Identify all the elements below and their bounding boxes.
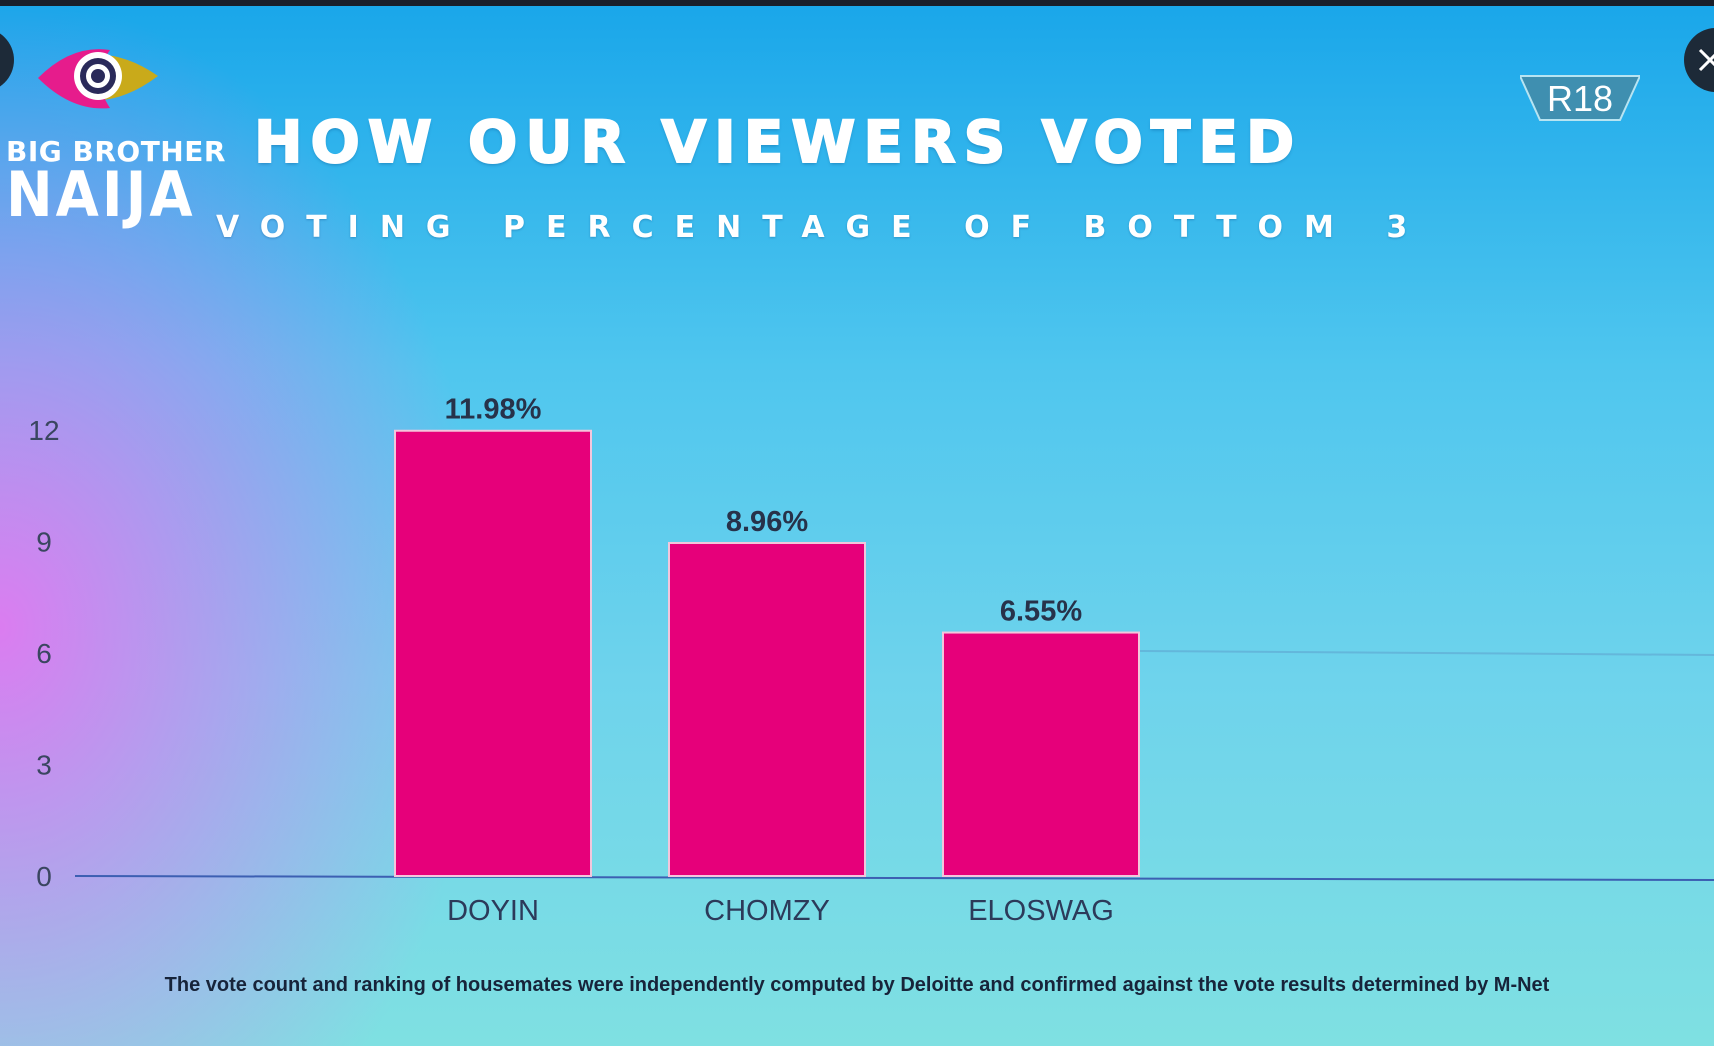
bbnaija-logo: BIG BROTHER NAIJA (6, 38, 225, 231)
y-tick-label: 12 (28, 415, 59, 446)
chart-subtitle: VOTING PERCENTAGE OF BOTTOM 3 (216, 210, 1429, 245)
data-label: 11.98% (445, 394, 542, 426)
rating-label: R18 (1546, 78, 1614, 119)
x-tick-label: CHOMZY (704, 895, 830, 927)
y-tick-label: 6 (36, 638, 52, 669)
logo-line1: BIG BROTHER (6, 135, 226, 168)
y-tick-label: 9 (36, 527, 52, 558)
bar (394, 429, 592, 877)
chart-title: HOW OUR VIEWERS VOTED (253, 107, 1303, 177)
logo-line2: NAIJA (6, 158, 196, 231)
y-tick-label: 3 (36, 750, 52, 781)
x-tick-label: ELOSWAG (968, 895, 1114, 927)
footnote: The vote count and ranking of housemates… (164, 974, 1550, 996)
bar (668, 541, 866, 878)
top-edge (0, 0, 1714, 6)
x-axis-line (74, 875, 1714, 881)
close-icon (1698, 48, 1714, 72)
rating-badge-shape (1520, 75, 1640, 121)
data-label: 6.55% (1000, 596, 1082, 628)
data-label: 8.96% (726, 506, 808, 538)
guide-line (1139, 650, 1714, 656)
x-tick-label: DOYIN (447, 895, 539, 927)
eye-logo-icon (38, 49, 158, 109)
bar (942, 631, 1140, 878)
y-tick-label: 0 (36, 861, 52, 892)
rating-badge: R18 (1520, 74, 1640, 122)
